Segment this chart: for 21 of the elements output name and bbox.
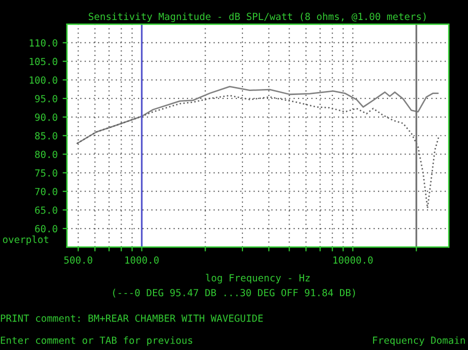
y-tick-label: 90.0 [35,114,58,121]
y-tick-label: 100.0 [30,76,58,84]
y-tick-label: 65.0 [35,206,58,214]
x-axis-title: log Frequency - Hz [206,274,310,284]
y-tick-label: 105.0 [30,58,58,66]
chart-title: Sensitivity Magnitude - dB SPL/watt (8 ohms, @1.00 meters) [88,12,426,22]
y-tick-label: 85.0 [35,132,58,140]
x-tick-label: 500.0 [64,256,92,264]
x-tick-label: 1000.0 [125,256,159,264]
text: Enter comment or TAB for previous [0,336,192,346]
text: (---0 DEG 95.47 DB ...30 DEG OFF 91.84 DB) [113,288,355,298]
x-tick-label: 10000.0 [333,256,373,264]
text: overplot [2,236,48,245]
y-tick-label: 75.0 [35,169,58,177]
y-tick-label: 70.0 [35,188,58,196]
y-tick-label: 60.0 [35,225,58,232]
y-tick-label: 95.0 [35,94,58,102]
y-tick-label: 110.0 [30,39,58,47]
text: PRINT comment: BM+REAR CHAMBER WITH WAVEGUIDE [0,314,263,322]
y-tick-label: 80.0 [35,150,58,158]
text: Frequency Domain [373,336,465,346]
